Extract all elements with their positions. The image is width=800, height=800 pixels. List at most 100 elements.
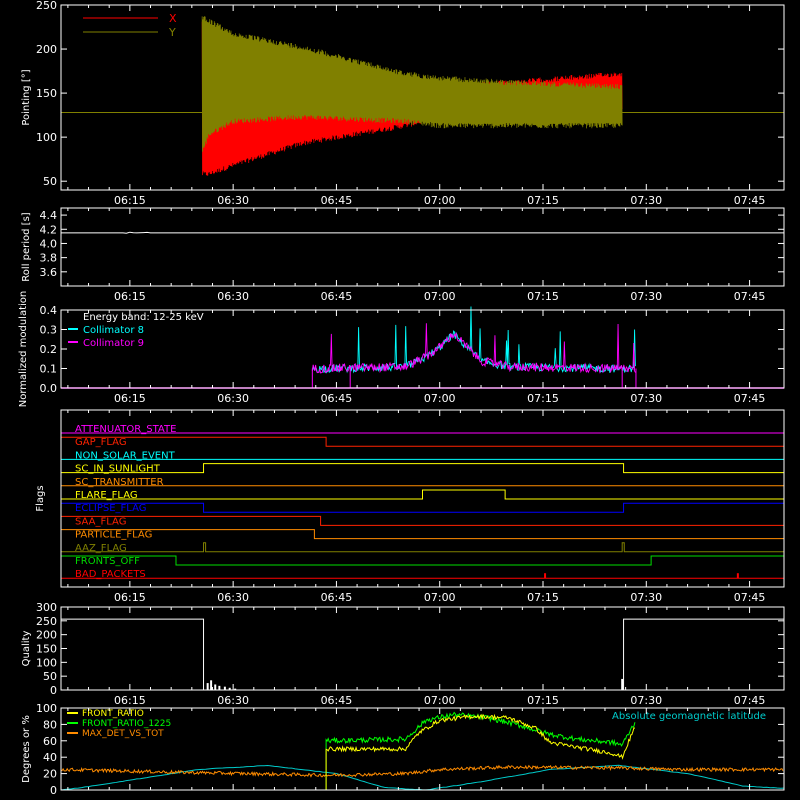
x-tick-label: 06:45 — [321, 392, 353, 405]
x-tick-label: 06:30 — [217, 290, 249, 303]
flag-fronts-off-label: FRONTS_OFF — [75, 556, 140, 567]
x-tick-label: 07:00 — [424, 194, 456, 207]
x-tick-label: 07:15 — [527, 194, 559, 207]
y-axis-label: Normalized modulation — [18, 291, 29, 408]
y-tick-label: 4.4 — [40, 209, 58, 222]
y-tick-label: 200 — [36, 629, 57, 642]
plot-frame — [60, 707, 785, 791]
x-tick-label: 06:45 — [321, 290, 353, 303]
y-tick-label: 4.0 — [40, 237, 58, 250]
x-tick-label: 07:15 — [527, 392, 559, 405]
y-tick-label: 100 — [36, 702, 57, 715]
y-tick-label: 250 — [36, 615, 57, 628]
plot-frame — [60, 207, 785, 287]
y-tick-label: 3.6 — [40, 266, 58, 279]
y-tick-label: 100 — [36, 656, 57, 669]
modulation-panel: Energy band: 12-25 keV Collimator 8 Collim… — [18, 291, 785, 408]
y-tick-label: 0 — [50, 684, 57, 697]
energy-band-label: Energy band: 12-25 keV — [83, 312, 204, 323]
plot-frame — [60, 4, 785, 191]
flag-flare-flag-label: FLARE_FLAG — [75, 490, 138, 501]
flag-flare-flag-line — [61, 489, 784, 500]
x-tick-label: 06:45 — [321, 694, 353, 707]
x-tick-label: 06:30 — [217, 591, 249, 604]
x-tick-label: 07:30 — [630, 694, 662, 707]
y-tick-label: 150 — [36, 87, 57, 100]
x-tick-label: 07:00 — [424, 290, 456, 303]
flag-gap-flag-label: GAP_FLAG — [75, 437, 127, 448]
x-tick-label: 07:00 — [424, 591, 456, 604]
y-tick-label: 50 — [43, 175, 57, 188]
flag-eclipse-flag-label: ECLIPSE_FLAG — [75, 503, 146, 514]
legend-label-y: Y — [168, 26, 176, 39]
flag-saa-flag-line — [61, 515, 784, 526]
y-tick-label: 40 — [43, 751, 57, 764]
x-tick-label: 07:45 — [734, 194, 766, 207]
x-tick-label: 06:15 — [114, 392, 146, 405]
y-tick-label: 150 — [36, 643, 57, 656]
flag-saa-flag-label: SAA_FLAG — [75, 516, 126, 527]
y-axis-label: Pointing [°] — [21, 69, 32, 125]
front-ratio-series — [325, 713, 636, 790]
x-tick-label: 06:15 — [114, 194, 146, 207]
y-tick-label: 20 — [43, 768, 57, 781]
roll-period-panel: 06:15 06:30 06:45 07:00 07:15 07:30 07:45 3.63.… — [21, 207, 785, 303]
y-tick-label: 50 — [43, 670, 57, 683]
pointing-y-series — [201, 16, 623, 152]
x-tick-label: 06:30 — [217, 694, 249, 707]
collimator-9-series — [311, 323, 636, 374]
flag-particle-flag-label: PARTICLE_FLAG — [75, 530, 152, 541]
flag-eclipse-flag-line — [61, 502, 784, 513]
x-tick-label: 06:45 — [321, 591, 353, 604]
x-tick-label: 06:30 — [217, 392, 249, 405]
y-tick-label: 0.3 — [40, 324, 58, 337]
plot-frame — [60, 409, 785, 588]
x-tick-label: 07:30 — [630, 392, 662, 405]
y-axis-label: Flags — [35, 485, 46, 511]
y-tick-label: 300 — [36, 601, 57, 614]
pointing-panel: XY 06:15 06:30 06:45 07:00 07:15 07:30 07:45 50 1… — [21, 0, 785, 207]
x-tick-label: 06:15 — [114, 591, 146, 604]
max-det-vs-tot-series — [61, 764, 784, 778]
y-axis-label: Degrees or % — [21, 715, 32, 783]
x-tick-label: 07:30 — [630, 591, 662, 604]
y-tick-label: 0.1 — [40, 363, 58, 376]
roll-period-series — [61, 231, 784, 234]
y-tick-label: 0.4 — [40, 304, 58, 317]
flag-gap-flag-line — [61, 436, 784, 447]
y-tick-label: 0 — [50, 784, 57, 797]
flag-sc-in-sunlight-line — [61, 463, 784, 474]
flag-bad-packets-label: BAD_PACKETS — [75, 569, 146, 580]
x-tick-label: 07:30 — [630, 290, 662, 303]
x-tick-label: 07:15 — [527, 591, 559, 604]
x-tick-label: 06:15 — [114, 290, 146, 303]
flag-attenuator-state-label: ATTENUATOR_STATE — [75, 424, 176, 435]
flag-sc-transmitter-label: SC_TRANSMITTER — [75, 477, 164, 488]
y-tick-label: 80 — [43, 718, 57, 731]
x-tick-label: 07:00 — [424, 694, 456, 707]
x-tick-label: 07:30 — [630, 194, 662, 207]
x-tick-label: 07:45 — [734, 392, 766, 405]
front-ratio-1225-series — [325, 711, 636, 790]
y-tick-label: 250 — [36, 0, 57, 12]
y-tick-label: 0.0 — [40, 382, 58, 395]
legend-collimator-9: Collimator 9 — [83, 338, 144, 349]
x-tick-label: 07:45 — [734, 694, 766, 707]
y-tick-label: 60 — [43, 735, 57, 748]
y-tick-label: 4.2 — [40, 223, 58, 236]
x-tick-label: 06:45 — [321, 194, 353, 207]
x-tick-label: 06:15 — [114, 694, 146, 707]
y-tick-label: 100 — [36, 131, 57, 144]
legend-max-det-vs-tot-series: MAX_DET_VS_TOT — [82, 729, 164, 739]
legend-label-x: X — [169, 12, 177, 25]
x-tick-label: 07:00 — [424, 392, 456, 405]
y-axis-label: Roll period [s] — [21, 212, 32, 281]
y-axis-label: Quality — [21, 631, 32, 667]
legend-front-ratio-series: FRONT_RATIO — [82, 709, 144, 719]
flag-particle-flag-line — [61, 529, 784, 540]
x-tick-label: 07:15 — [527, 694, 559, 707]
y-tick-label: 0.2 — [40, 343, 58, 356]
quality-panel: 06:15 06:30 06:45 07:00 07:15 07:30 07:45 05010… — [21, 601, 785, 707]
y-tick-label: 200 — [36, 43, 57, 56]
